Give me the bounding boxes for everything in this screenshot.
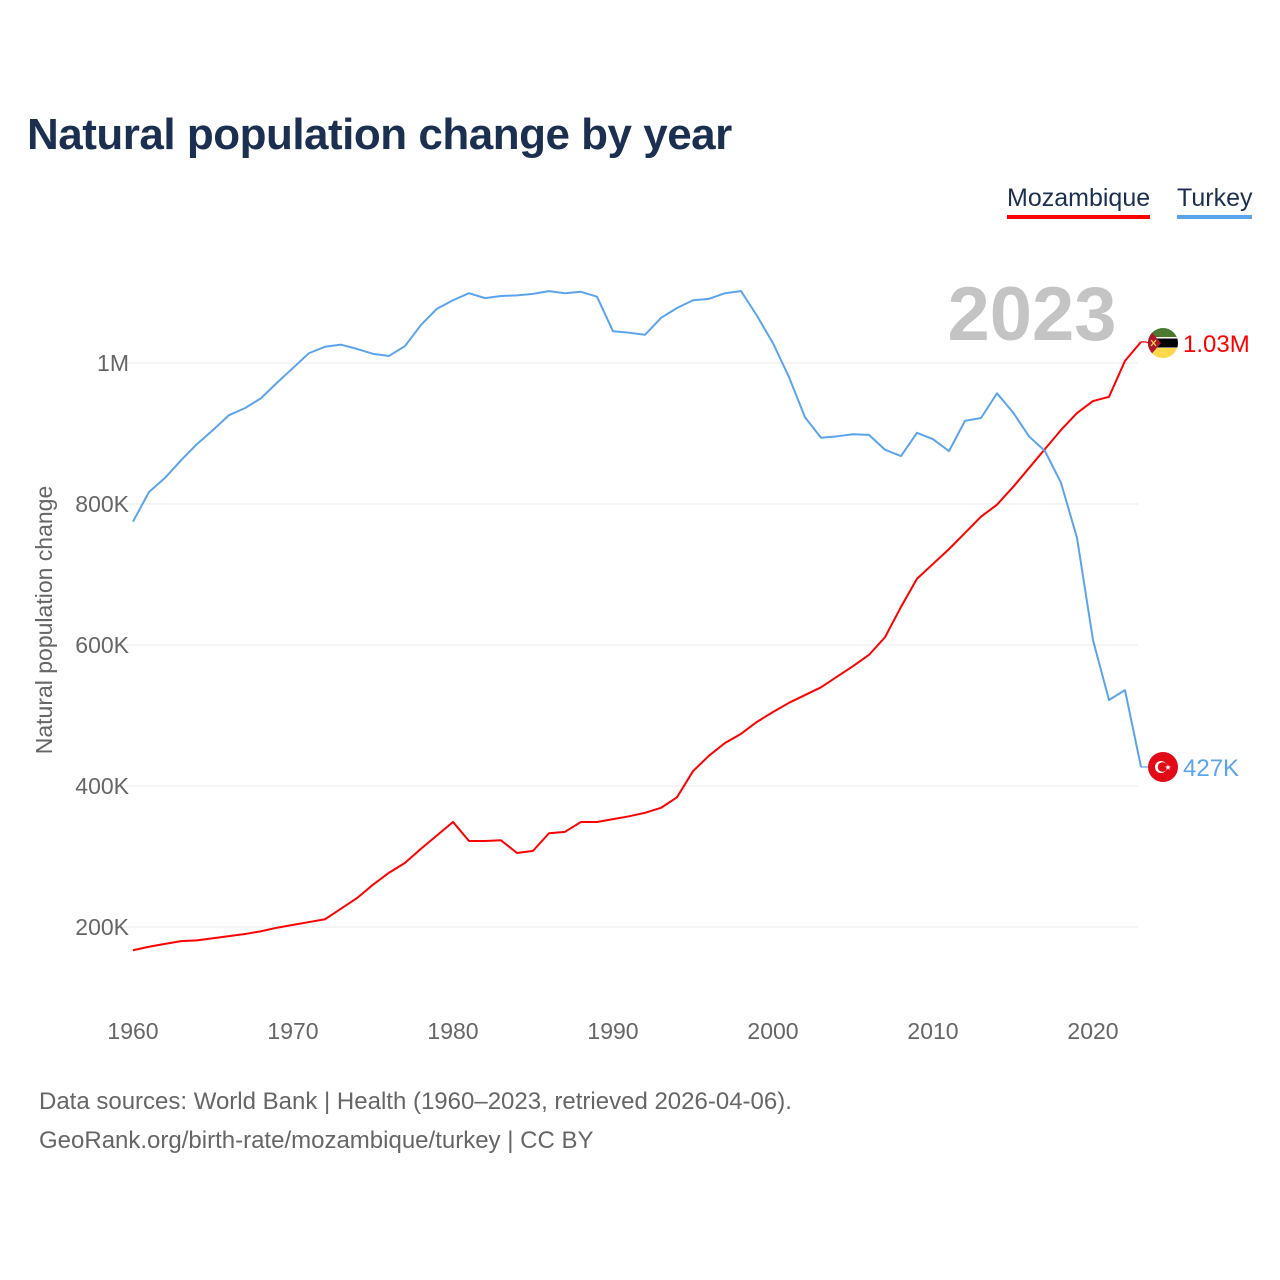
flag-crescent-cut — [1157, 762, 1168, 772]
x-tick-label: 2020 — [1067, 1018, 1118, 1044]
y-tick-label: 800K — [75, 491, 129, 517]
flag-stripe — [1148, 328, 1178, 338]
y-tick-label: 400K — [75, 773, 129, 799]
x-tick-label: 1990 — [587, 1018, 638, 1044]
flag-stripe — [1148, 338, 1178, 348]
x-tick-label: 1960 — [107, 1018, 158, 1044]
footer-credit[interactable]: GeoRank.org/birth-rate/mozambique/turkey… — [39, 1127, 594, 1154]
turkey-flag-icon: ★ — [1148, 752, 1178, 782]
flag-body — [1148, 328, 1178, 358]
legend-turkey[interactable]: Turkey — [1177, 184, 1253, 219]
flag-triangle — [1148, 328, 1161, 358]
flag-body: ★ — [1148, 752, 1178, 782]
chart-title: Natural population change by year — [27, 110, 732, 159]
legend-mozambique[interactable]: Mozambique — [1007, 184, 1151, 219]
y-tick-label: 600K — [75, 632, 129, 658]
x-tick-label: 2000 — [747, 1018, 798, 1044]
series-line-mozambique — [132, 341, 1142, 952]
flag-star: ★ — [1164, 763, 1171, 772]
x-tick-label: 1970 — [267, 1018, 318, 1044]
x-tick-label: 1980 — [427, 1018, 478, 1044]
flag-emblem — [1150, 339, 1157, 347]
series-line-turkey — [132, 290, 1142, 768]
year-watermark: 2023 — [947, 272, 1116, 357]
end-value-label: 1.03M — [1183, 331, 1250, 358]
mozambique-flag-icon — [1148, 328, 1178, 358]
end-value-label: 427K — [1183, 755, 1239, 782]
flag-stripe — [1148, 348, 1178, 358]
y-tick-label: 200K — [75, 914, 129, 940]
y-tick-label: 1M — [97, 350, 129, 376]
flag-stripe — [1148, 337, 1178, 339]
y-axis-label: Natural population change — [31, 486, 57, 755]
footer-sources: Data sources: World Bank | Health (1960–… — [39, 1088, 792, 1115]
x-tick-label: 2010 — [907, 1018, 958, 1044]
